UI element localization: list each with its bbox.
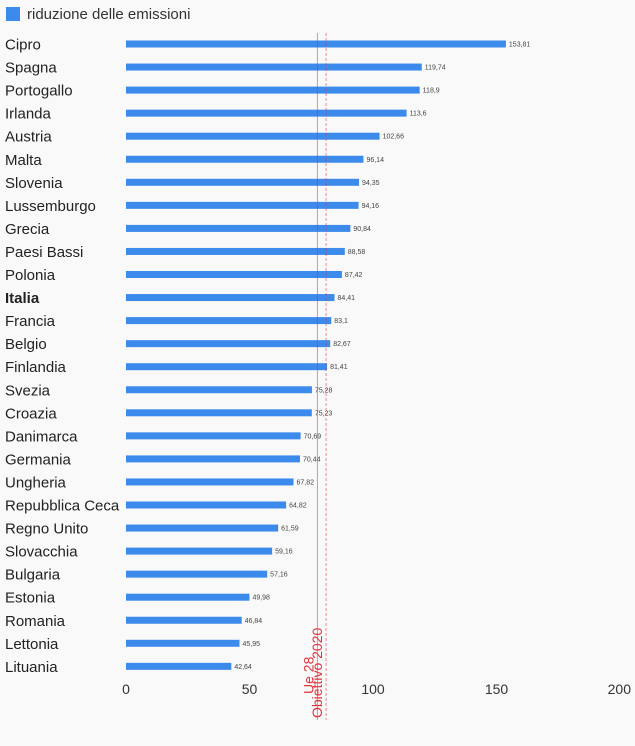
data-label-slovacchia: 59,16 [275, 549, 293, 556]
bar-spagna [126, 63, 422, 71]
data-label-slovenia: 94,35 [362, 180, 380, 187]
legend-label: riduzione delle emissioni [27, 5, 191, 23]
data-label-portogallo: 118,9 [423, 88, 440, 95]
category-label-polonia: Polonia [5, 267, 56, 284]
bar-paesi-bassi [126, 247, 345, 255]
data-label-croazia: 75,23 [315, 410, 333, 417]
data-label-regno-unito: 61,59 [281, 526, 299, 533]
bar-francia [126, 317, 332, 325]
x-tick-label-0: 0 [122, 681, 130, 697]
category-label-regno-unito: Regno Unito [5, 521, 88, 538]
data-label-repubblica-ceca: 64,82 [289, 503, 307, 510]
data-label-lettonia: 45,95 [242, 641, 260, 648]
data-label-cipro: 153,81 [509, 42, 531, 49]
bar-portogallo [126, 86, 420, 94]
bar-lettonia [126, 639, 240, 647]
bar-slovenia [126, 178, 360, 186]
bar-irlanda [126, 109, 407, 117]
bar-bulgaria [126, 570, 268, 578]
bar-cipro [126, 40, 506, 48]
data-label-belgio: 82,67 [333, 341, 351, 348]
category-label-finlandia: Finlandia [5, 359, 67, 376]
category-label-svezia: Svezia [5, 382, 51, 399]
bar-grecia [126, 224, 351, 232]
category-label-estonia: Estonia [5, 590, 56, 607]
bar-lituania [126, 662, 232, 670]
category-label-cipro: Cipro [5, 37, 41, 54]
bar-polonia [126, 271, 342, 278]
bar-ungheria [126, 478, 294, 486]
data-label-finlandia: 81,41 [330, 364, 348, 371]
data-label-estonia: 49,98 [252, 595, 270, 602]
category-label-germania: Germania [5, 451, 72, 468]
reference-label-obiettivo-2020: Obiettivo 2020 [309, 628, 325, 718]
reference-label-ue-28: Ue 28 [300, 656, 316, 694]
legend-swatch [6, 7, 20, 21]
bar-lussemburgo [126, 201, 359, 209]
category-label-ungheria: Ungheria [5, 474, 67, 491]
data-label-lituania: 42,64 [234, 664, 252, 671]
bar-danimarca [126, 432, 301, 440]
data-label-germania: 70,44 [303, 456, 321, 463]
category-label-irlanda: Irlanda [5, 106, 52, 123]
category-label-austria: Austria [5, 129, 52, 146]
bar-estonia [126, 593, 250, 601]
bar-slovacchia [126, 547, 273, 555]
data-label-italia: 84,41 [337, 295, 355, 302]
category-label-portogallo: Portogallo [5, 83, 73, 100]
category-label-bulgaria: Bulgaria [5, 567, 61, 584]
data-label-polonia: 87,42 [345, 272, 363, 279]
x-tick-label-100: 100 [361, 681, 385, 697]
data-label-danimarca: 70,69 [304, 433, 322, 440]
data-label-grecia: 90,84 [353, 226, 371, 233]
bar-croazia [126, 409, 312, 417]
bar-germania [126, 455, 300, 463]
category-label-lussemburgo: Lussemburgo [5, 198, 96, 215]
bar-finlandia [126, 363, 328, 371]
category-label-belgio: Belgio [5, 336, 47, 353]
category-label-lettonia: Lettonia [5, 636, 59, 653]
category-label-slovacchia: Slovacchia [5, 544, 78, 561]
legend[interactable]: riduzione delle emissioni [6, 4, 190, 24]
data-label-paesi-bassi: 88,58 [348, 249, 366, 256]
category-label-italia: Italia [5, 290, 40, 307]
category-label-francia: Francia [5, 313, 56, 330]
x-tick-label-150: 150 [485, 681, 509, 697]
bar-svezia [126, 386, 312, 394]
data-label-bulgaria: 57,16 [270, 572, 288, 579]
category-label-danimarca: Danimarca [5, 428, 78, 445]
category-label-repubblica-ceca: Repubblica Ceca [5, 498, 120, 515]
category-label-grecia: Grecia [5, 221, 50, 238]
bar-italia [126, 294, 335, 302]
category-label-croazia: Croazia [5, 405, 57, 422]
category-label-paesi-bassi: Paesi Bassi [5, 244, 83, 261]
category-label-lituania: Lituania [5, 659, 58, 676]
data-label-svezia: 75,28 [315, 387, 333, 394]
data-label-irlanda: 113,6 [410, 111, 427, 118]
bar-repubblica-ceca [126, 501, 287, 509]
bar-belgio [126, 340, 331, 348]
category-label-slovenia: Slovenia [5, 175, 63, 192]
data-label-ungheria: 67,82 [297, 479, 315, 486]
category-label-spagna: Spagna [5, 60, 57, 77]
x-tick-label-200: 200 [608, 681, 632, 697]
bar-regno-unito [126, 524, 279, 532]
data-label-francia: 83,1 [334, 318, 348, 325]
x-tick-label-50: 50 [242, 681, 258, 697]
data-label-austria: 102,66 [383, 134, 405, 141]
data-label-romania: 46,84 [245, 618, 263, 625]
bar-austria [126, 132, 380, 140]
bar-malta [126, 155, 364, 163]
category-label-malta: Malta [5, 152, 42, 169]
category-label-romania: Romania [5, 613, 66, 630]
data-label-spagna: 119,74 [425, 65, 446, 72]
data-label-lussemburgo: 94,16 [362, 203, 380, 210]
bar-romania [126, 616, 242, 624]
data-label-malta: 96,14 [366, 157, 384, 164]
